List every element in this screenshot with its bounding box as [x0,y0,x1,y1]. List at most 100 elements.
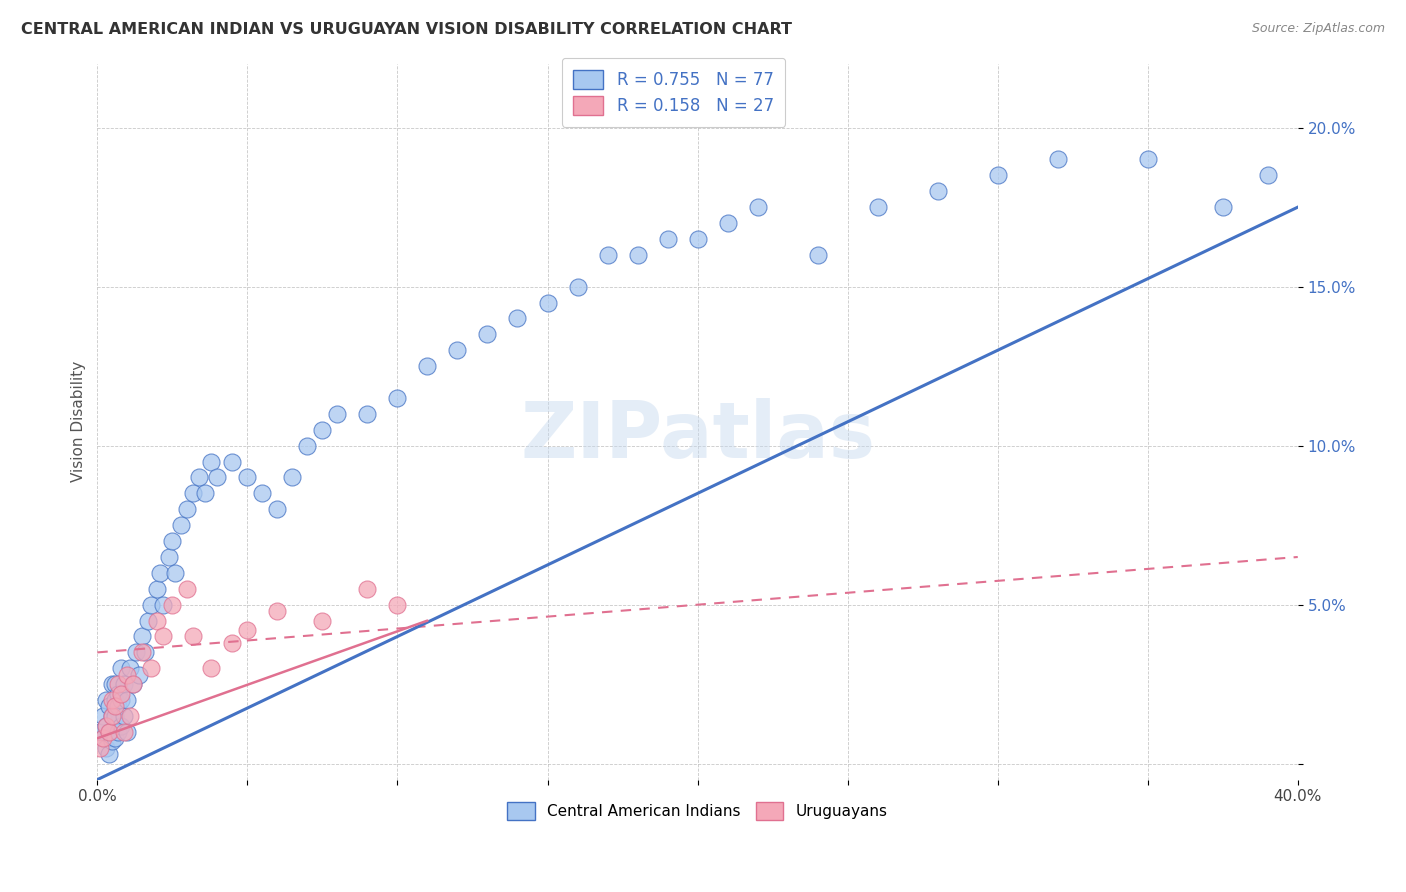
Point [716,216,738,230]
Text: ZIPatlas: ZIPatlas [520,398,875,475]
Point [122,677,145,691]
Point [107,687,129,701]
Point [157,549,180,564]
Point [170,518,193,533]
Point [101,709,124,723]
Point [281,470,304,484]
Point [221,636,243,650]
Point [252,486,274,500]
Point [326,407,349,421]
Point [96,740,118,755]
Point [101,693,124,707]
Point [162,598,184,612]
Point [356,407,378,421]
Text: Source: ZipAtlas.com: Source: ZipAtlas.com [1251,22,1385,36]
Point [416,359,439,374]
Point [207,470,229,484]
Point [138,614,160,628]
Point [117,667,139,681]
Point [311,614,333,628]
Point [446,343,468,358]
Point [266,502,288,516]
Legend: Central American Indians, Uruguayans: Central American Indians, Uruguayans [502,796,894,826]
Point [567,279,589,293]
Point [1257,169,1279,183]
Point [122,677,145,691]
Point [96,718,118,732]
Point [104,709,127,723]
Point [125,645,148,659]
Point [112,677,135,691]
Point [120,709,142,723]
Point [89,740,111,755]
Point [96,693,118,707]
Point [107,699,129,714]
Point [141,661,163,675]
Point [98,747,121,761]
Point [626,248,648,262]
Point [176,582,198,596]
Point [104,677,127,691]
Point [200,454,222,468]
Point [112,709,135,723]
Point [477,327,499,342]
Point [1046,153,1069,167]
Point [117,693,139,707]
Point [987,169,1010,183]
Point [596,248,619,262]
Point [89,725,111,739]
Point [387,598,409,612]
Point [176,502,198,516]
Point [183,486,205,500]
Point [98,699,121,714]
Point [128,667,150,681]
Point [188,470,211,484]
Point [110,693,132,707]
Point [93,709,115,723]
Point [221,454,243,468]
Point [686,232,709,246]
Point [131,630,153,644]
Point [107,677,129,691]
Point [1212,200,1234,214]
Point [236,623,259,637]
Point [93,731,115,746]
Text: CENTRAL AMERICAN INDIAN VS URUGUAYAN VISION DISABILITY CORRELATION CHART: CENTRAL AMERICAN INDIAN VS URUGUAYAN VIS… [21,22,792,37]
Point [311,423,333,437]
Point [96,718,118,732]
Point [536,295,558,310]
Point [356,582,378,596]
Point [183,630,205,644]
Point [165,566,187,580]
Point [1136,153,1159,167]
Point [297,439,319,453]
Point [98,725,121,739]
Point [149,566,172,580]
Point [101,734,124,748]
Point [152,630,174,644]
Point [387,391,409,405]
Point [107,725,129,739]
Point [117,725,139,739]
Point [506,311,529,326]
Y-axis label: Vision Disability: Vision Disability [72,361,86,483]
Point [146,614,169,628]
Point [927,184,949,198]
Point [104,693,127,707]
Point [110,661,132,675]
Point [162,534,184,549]
Point [236,470,259,484]
Point [104,699,127,714]
Point [141,598,163,612]
Point [110,718,132,732]
Point [807,248,830,262]
Point [104,731,127,746]
Point [146,582,169,596]
Point [657,232,679,246]
Point [866,200,889,214]
Point [194,486,217,500]
Point [200,661,222,675]
Point [110,687,132,701]
Point [98,725,121,739]
Point [112,725,135,739]
